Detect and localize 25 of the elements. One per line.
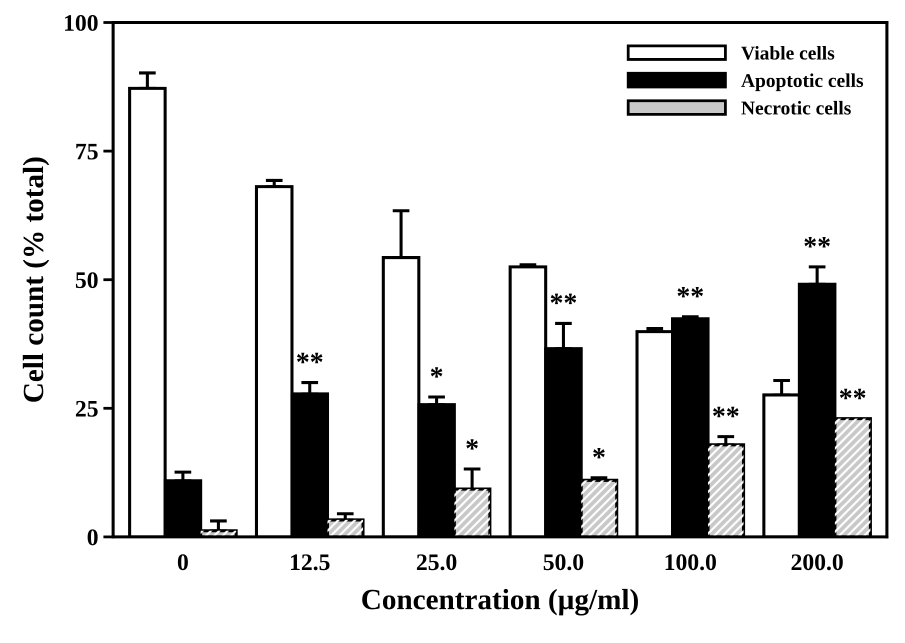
legend-label: Necrotic cells	[741, 100, 851, 115]
data-label: **	[678, 286, 704, 298]
data-label: **	[297, 352, 322, 364]
legend-label: Apoptotic cells	[741, 73, 864, 92]
x-axis-title: Concentration (µg/ml)	[362, 588, 638, 616]
x-tick-label: 200.0	[792, 554, 843, 570]
data-label: **	[840, 388, 866, 400]
y-axis-title: Cell count (% total)	[22, 157, 50, 402]
x-tick-label: 0	[178, 554, 188, 570]
data-label: *	[430, 367, 442, 378]
data-label: *	[466, 439, 478, 450]
y-tick-label: 0	[88, 529, 98, 546]
y-tick-label: 50	[76, 272, 98, 288]
y-tick-label: 100	[65, 14, 98, 31]
data-label: **	[550, 294, 576, 304]
data-label: **	[713, 406, 739, 418]
data-label: *	[593, 448, 605, 458]
x-tick-label: 25.0	[416, 554, 456, 570]
y-tick-label: 75	[76, 144, 98, 160]
data-label: **	[804, 237, 830, 248]
x-tick-label: 50.0	[544, 554, 584, 570]
legend-label: Viable cells	[741, 46, 834, 60]
x-tick-label: 100.0	[666, 554, 716, 570]
y-tick-label: 25	[76, 400, 98, 417]
x-tick-label: 12.5	[290, 554, 330, 570]
